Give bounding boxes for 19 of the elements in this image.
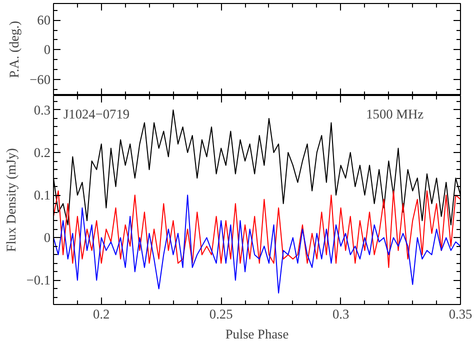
annotation: J1024−0719 (64, 106, 130, 122)
x-tick-label: 0.3 (332, 306, 350, 322)
y-tick-label: 0.2 (34, 145, 51, 160)
y-tick-label: 0.3 (34, 102, 51, 118)
line-series (54, 190, 460, 268)
y-axis-title: P.A. (deg.) (6, 20, 22, 78)
y-tick-label: −0.1 (26, 272, 51, 288)
y-axis-title: Flux Density (mJy) (3, 148, 18, 252)
x-tick-label: 0.35 (448, 306, 472, 322)
y-tick-label: 60 (37, 12, 51, 28)
x-tick-label: 0.2 (93, 306, 110, 322)
y-tick-label: 0.1 (34, 188, 51, 203)
annotation: 1500 MHz (366, 106, 424, 122)
line-series (54, 194, 460, 294)
y-tick-label: −60 (30, 72, 51, 87)
y-tick-label: 0 (44, 230, 51, 246)
x-tick-label: 0.25 (209, 306, 234, 322)
x-axis-title: Pulse Phase (225, 326, 289, 342)
y-tick-label: 0 (44, 42, 51, 58)
